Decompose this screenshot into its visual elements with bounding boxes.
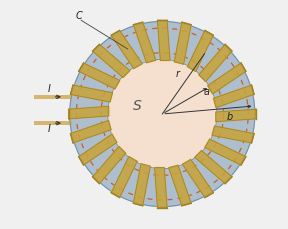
Circle shape (81, 33, 244, 196)
Circle shape (71, 24, 253, 205)
Circle shape (77, 29, 248, 200)
Polygon shape (71, 86, 113, 103)
Circle shape (108, 60, 217, 169)
Circle shape (107, 59, 218, 170)
Circle shape (84, 37, 240, 192)
Circle shape (94, 47, 230, 182)
Polygon shape (195, 151, 232, 184)
Polygon shape (212, 126, 254, 143)
Polygon shape (216, 110, 256, 122)
Circle shape (95, 47, 230, 182)
Circle shape (93, 45, 232, 184)
Circle shape (97, 50, 227, 179)
Circle shape (79, 31, 246, 198)
Circle shape (74, 27, 250, 202)
Circle shape (103, 55, 222, 174)
Circle shape (105, 57, 219, 172)
Circle shape (106, 59, 218, 170)
Circle shape (87, 40, 238, 189)
Polygon shape (79, 134, 117, 165)
Circle shape (98, 51, 226, 178)
Polygon shape (199, 45, 232, 82)
Circle shape (86, 38, 239, 191)
Text: I: I (48, 84, 51, 94)
Circle shape (96, 49, 228, 180)
Circle shape (85, 38, 239, 191)
Circle shape (91, 44, 234, 185)
Circle shape (100, 52, 225, 177)
Circle shape (70, 22, 255, 207)
Polygon shape (187, 31, 213, 72)
Circle shape (70, 23, 254, 206)
Circle shape (101, 54, 223, 175)
Circle shape (104, 57, 220, 172)
Circle shape (84, 36, 241, 193)
Circle shape (79, 32, 245, 197)
Text: C: C (75, 11, 82, 21)
Circle shape (90, 43, 234, 186)
Polygon shape (71, 121, 111, 143)
Circle shape (80, 33, 245, 196)
Polygon shape (79, 64, 120, 90)
Circle shape (75, 28, 249, 201)
Circle shape (73, 26, 252, 203)
Circle shape (92, 44, 233, 185)
Circle shape (76, 29, 249, 200)
Circle shape (94, 46, 231, 183)
Circle shape (89, 41, 236, 188)
Text: a: a (203, 87, 209, 97)
Circle shape (106, 58, 219, 171)
Polygon shape (169, 166, 191, 206)
Polygon shape (133, 23, 156, 63)
Circle shape (86, 39, 238, 190)
Text: I: I (48, 124, 51, 134)
Circle shape (98, 50, 227, 179)
Circle shape (77, 30, 247, 199)
Polygon shape (93, 45, 130, 78)
Circle shape (103, 56, 221, 173)
Polygon shape (111, 157, 137, 198)
Polygon shape (93, 147, 126, 184)
Circle shape (82, 35, 242, 194)
Polygon shape (158, 21, 170, 61)
Circle shape (78, 31, 247, 198)
Circle shape (88, 40, 237, 189)
Text: b: b (226, 112, 232, 122)
Circle shape (75, 27, 250, 202)
Polygon shape (208, 64, 246, 95)
Polygon shape (174, 23, 191, 65)
Polygon shape (133, 164, 150, 206)
Circle shape (101, 53, 224, 176)
Polygon shape (155, 168, 167, 208)
Text: S: S (132, 99, 141, 113)
Polygon shape (205, 139, 246, 165)
Circle shape (90, 42, 235, 187)
Circle shape (72, 24, 253, 205)
Circle shape (104, 56, 221, 173)
Polygon shape (69, 107, 109, 119)
Circle shape (95, 48, 229, 181)
Circle shape (74, 26, 251, 203)
Circle shape (108, 60, 217, 169)
Circle shape (72, 25, 252, 204)
Circle shape (99, 52, 225, 177)
Circle shape (81, 34, 243, 195)
Circle shape (102, 54, 223, 175)
Circle shape (92, 45, 232, 184)
Polygon shape (182, 160, 213, 198)
Text: r: r (176, 69, 180, 79)
Circle shape (83, 35, 242, 194)
Circle shape (88, 41, 236, 188)
Circle shape (97, 49, 228, 180)
Polygon shape (111, 31, 142, 69)
Polygon shape (213, 86, 254, 108)
Circle shape (83, 36, 241, 193)
